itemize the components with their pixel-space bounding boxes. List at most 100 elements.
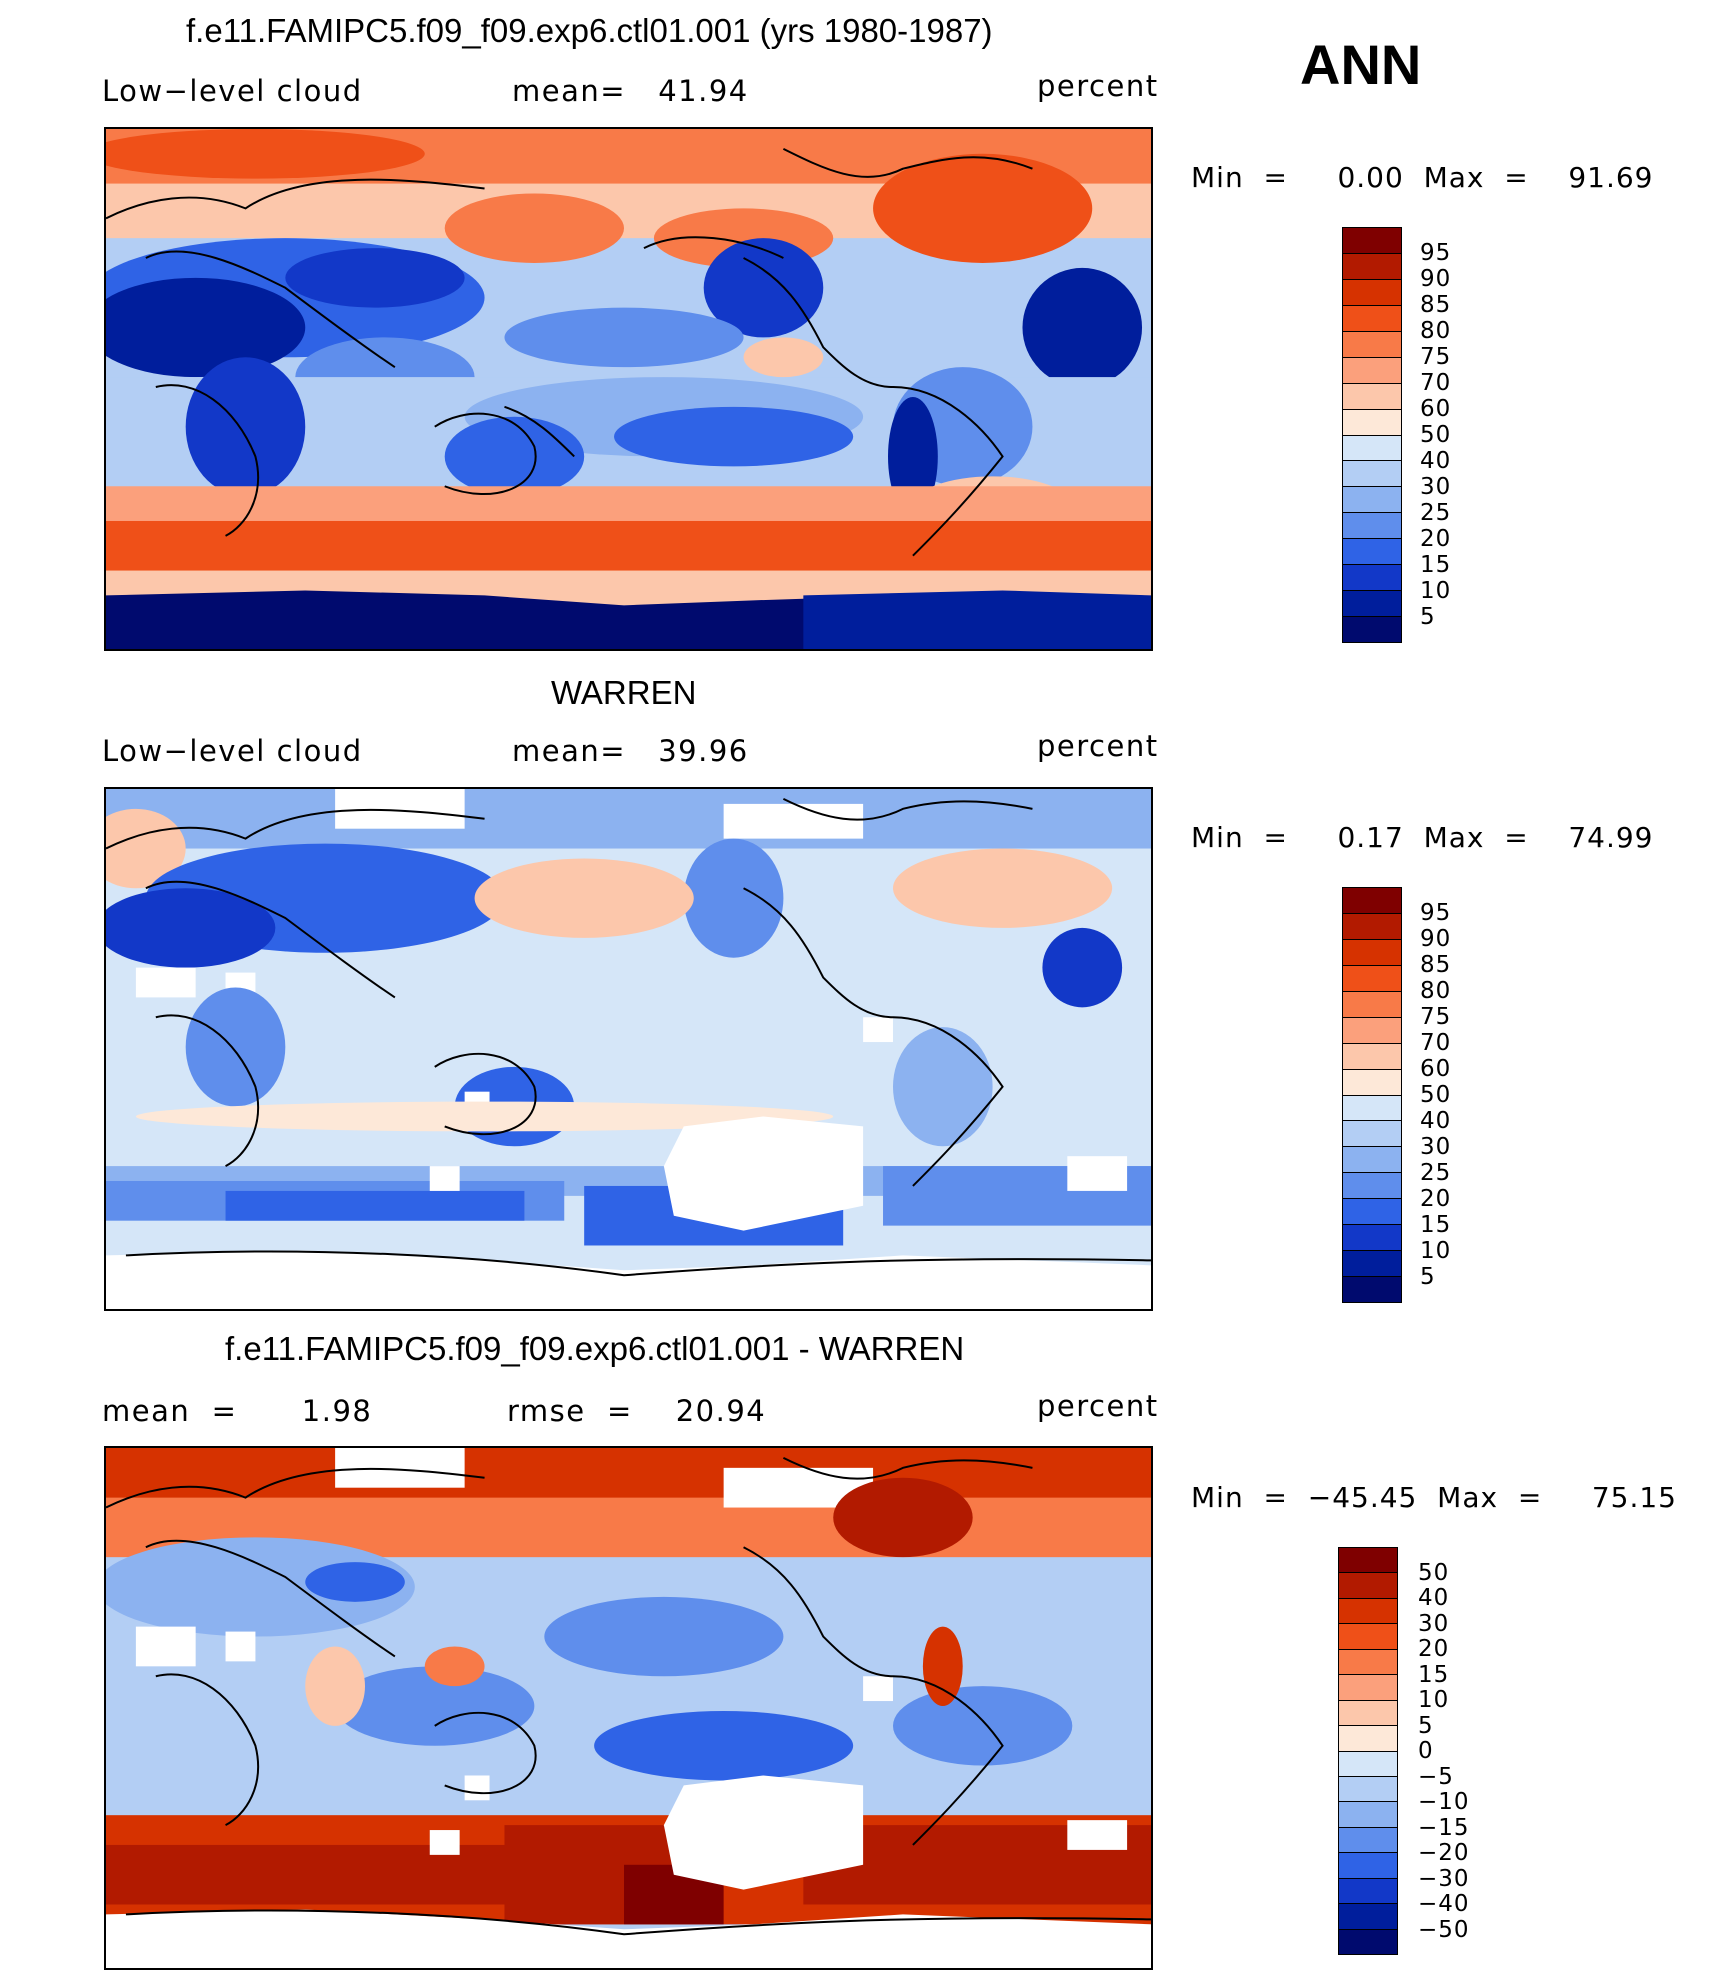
panel-2-colorbar — [1342, 887, 1402, 1303]
colorbar-label: 15 — [1420, 1212, 1452, 1238]
colorbar-label: 30 — [1420, 474, 1452, 500]
colorbar-segment — [1343, 487, 1401, 514]
colorbar-segment — [1343, 331, 1401, 358]
panel-2-units-label: percent — [1037, 729, 1159, 763]
colorbar-segment — [1343, 617, 1401, 642]
panel-2-variable-label: Low−level cloud — [102, 734, 363, 768]
colorbar-label: 40 — [1420, 448, 1452, 474]
colorbar-label: 60 — [1420, 1056, 1452, 1082]
panel-1-colorbar — [1342, 227, 1402, 643]
colorbar-segment — [1339, 1878, 1397, 1905]
colorbar-segment — [1343, 383, 1401, 410]
colorbar-segment — [1343, 228, 1401, 254]
colorbar-segment — [1343, 591, 1401, 618]
colorbar-segment — [1343, 1095, 1401, 1122]
colorbar-label: 20 — [1418, 1636, 1450, 1662]
colorbar-segment — [1339, 1802, 1397, 1828]
colorbar-segment — [1343, 888, 1401, 914]
colorbar-segment — [1339, 1904, 1397, 1930]
colorbar-label: 10 — [1418, 1687, 1450, 1713]
colorbar-label: 15 — [1420, 552, 1452, 578]
colorbar-label: 40 — [1418, 1585, 1450, 1611]
colorbar-segment — [1343, 253, 1401, 280]
colorbar-segment — [1343, 1225, 1401, 1252]
colorbar-segment — [1343, 965, 1401, 992]
colorbar-label: 80 — [1420, 318, 1452, 344]
colorbar-label: 20 — [1420, 526, 1452, 552]
colorbar-label: 85 — [1420, 952, 1452, 978]
colorbar-label: 75 — [1420, 344, 1452, 370]
colorbar-label: 90 — [1420, 926, 1452, 952]
colorbar-segment — [1343, 357, 1401, 384]
colorbar-segment — [1343, 1017, 1401, 1044]
panel-3-units-label: percent — [1037, 1389, 1159, 1423]
colorbar-segment — [1339, 1649, 1397, 1676]
colorbar-segment — [1339, 1700, 1397, 1727]
colorbar-label: 90 — [1420, 266, 1452, 292]
colorbar-segment — [1343, 1251, 1401, 1278]
panel-1-colorbar-labels: 95 90 85 80 75 70 60 50 40 30 25 20 15 10 5 — [1420, 227, 1500, 643]
colorbar-segment — [1343, 305, 1401, 332]
colorbar-segment — [1339, 1776, 1397, 1803]
panel-1-title: f.e11.FAMIPC5.f09_f09.exp6.ctl01.001 (yr… — [186, 12, 993, 49]
colorbar-label: 85 — [1420, 292, 1452, 318]
colorbar-segment — [1339, 1751, 1397, 1777]
panel-1-minmax: Min = 0.00 Max = 91.69 — [1191, 161, 1654, 194]
panel-1-map — [104, 127, 1153, 651]
colorbar-label: 20 — [1420, 1186, 1452, 1212]
colorbar-label: 5 — [1420, 604, 1436, 630]
colorbar-label: 5 — [1418, 1712, 1434, 1739]
panel-3-mean-label: mean = 1.98 — [102, 1394, 373, 1428]
colorbar-label: −5 — [1418, 1763, 1454, 1790]
panel-1-variable-label: Low−level cloud — [102, 74, 363, 108]
colorbar-segment — [1343, 1199, 1401, 1226]
colorbar-segment — [1343, 913, 1401, 940]
colorbar-segment — [1339, 1827, 1397, 1854]
colorbar-segment — [1343, 409, 1401, 436]
colorbar-label: 70 — [1420, 1030, 1452, 1056]
colorbar-segment — [1339, 1853, 1397, 1879]
colorbar-segment — [1343, 1277, 1401, 1302]
panel-3-map — [104, 1446, 1153, 1970]
panel-2-colorbar-labels: 95 90 85 80 75 70 60 50 40 30 25 20 15 10 5 — [1420, 887, 1500, 1303]
season-label: ANN — [1300, 33, 1422, 96]
panel-2-map — [104, 787, 1153, 1311]
colorbar-segment — [1339, 1573, 1397, 1599]
colorbar-segment — [1339, 1929, 1397, 1954]
panel-2-title: WARREN — [551, 674, 697, 711]
colorbar-segment — [1339, 1675, 1397, 1701]
panel-2-minmax: Min = 0.17 Max = 74.99 — [1191, 821, 1654, 854]
colorbar-label: 40 — [1420, 1108, 1452, 1134]
panel-3-title: f.e11.FAMIPC5.f09_f09.exp6.ctl01.001 - W… — [225, 1330, 965, 1367]
colorbar-label: 30 — [1418, 1610, 1450, 1637]
colorbar-segment — [1343, 279, 1401, 306]
colorbar-label: −10 — [1418, 1789, 1470, 1815]
colorbar-segment — [1343, 939, 1401, 966]
colorbar-label: 5 — [1420, 1264, 1436, 1290]
colorbar-segment — [1343, 461, 1401, 488]
colorbar-segment — [1343, 1069, 1401, 1096]
panel-1-units-label: percent — [1037, 69, 1159, 103]
colorbar-label: 50 — [1418, 1559, 1450, 1586]
colorbar-label: 95 — [1420, 240, 1452, 266]
colorbar-label: 70 — [1420, 370, 1452, 396]
colorbar-label: 25 — [1420, 1160, 1452, 1186]
panel-1-mean-label: mean= 41.94 — [512, 74, 749, 108]
colorbar-label: −15 — [1418, 1814, 1470, 1841]
colorbar-label: 0 — [1418, 1738, 1434, 1764]
colorbar-label: 15 — [1418, 1661, 1450, 1688]
panel-2-mean-label: mean= 39.96 — [512, 734, 749, 768]
colorbar-segment — [1339, 1548, 1397, 1574]
colorbar-label: 50 — [1420, 1082, 1452, 1108]
panel-3-rmse-label: rmse = 20.94 — [507, 1394, 767, 1428]
colorbar-segment — [1343, 1043, 1401, 1070]
colorbar-segment — [1343, 539, 1401, 566]
colorbar-segment — [1339, 1624, 1397, 1650]
colorbar-label: 95 — [1420, 900, 1452, 926]
colorbar-label: −30 — [1418, 1865, 1470, 1892]
colorbar-label: 10 — [1420, 1238, 1452, 1264]
colorbar-label: −20 — [1418, 1840, 1470, 1866]
panel-3-minmax: Min = −45.45 Max = 75.15 — [1191, 1481, 1677, 1514]
colorbar-segment — [1343, 565, 1401, 592]
colorbar-segment — [1343, 435, 1401, 462]
